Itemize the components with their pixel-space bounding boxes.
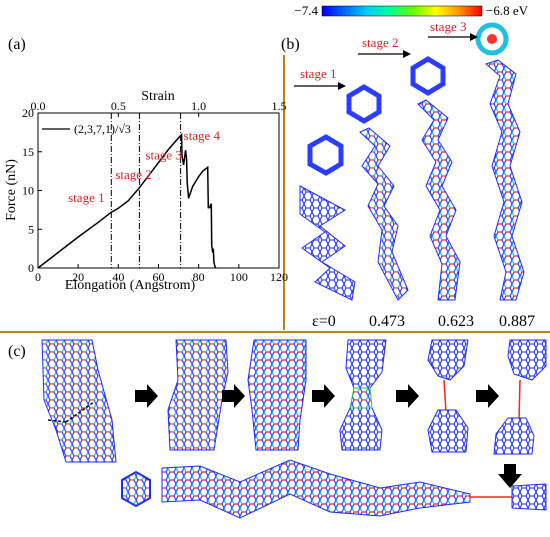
x-tick-label-0: 0 xyxy=(35,270,41,284)
y-tick-label-0: 0 xyxy=(28,261,34,275)
stage-3-arrowhead xyxy=(470,33,478,41)
nanotube-0 xyxy=(299,185,356,301)
colorbar-max-label: −6.8 eV xyxy=(486,3,529,18)
series-line-0 xyxy=(37,132,217,269)
series-group xyxy=(37,132,217,269)
y-tick-label-1: 5 xyxy=(28,222,34,236)
top-tick-label-1: 0.5 xyxy=(111,99,126,113)
top-tick-label-2: 1.0 xyxy=(191,99,206,113)
vector-arrow-2 xyxy=(65,401,95,423)
energy-colorbar: −7.4 −6.8 eV xyxy=(294,3,528,18)
vector-arrow-1 xyxy=(47,419,67,423)
x-tick-label-5: 100 xyxy=(230,270,248,284)
y-tick-label-2: 10 xyxy=(22,184,34,198)
x-tick-label-1: 20 xyxy=(72,270,84,284)
fracture-sequence xyxy=(41,339,547,519)
colorbar-min-label: −7.4 xyxy=(294,3,318,18)
stage-divider-lines xyxy=(110,113,182,268)
cross-section-0 xyxy=(307,134,344,176)
nanotube-2 xyxy=(417,99,461,301)
snapshot-c5-top xyxy=(427,339,469,381)
snapshot-c6-top xyxy=(507,339,547,381)
y-axis: 0 5 10 15 20 xyxy=(22,106,42,275)
snapshot-c4-top xyxy=(345,339,387,389)
step-arrow-3 xyxy=(312,384,335,408)
cross-section-2 xyxy=(410,56,446,96)
strain-label-2: 0.623 xyxy=(438,313,474,330)
snapshot-c6-chain xyxy=(518,379,521,421)
panel-b-label: (b) xyxy=(281,36,300,53)
x-axis: 0 20 40 60 80 100 120 xyxy=(35,264,288,284)
step-arrow-1 xyxy=(135,384,158,408)
stage-3-label: stage 3 xyxy=(430,19,466,34)
stage-1-label: stage 1 xyxy=(300,66,336,81)
snapshot-c3 xyxy=(247,339,307,451)
stage-2-arrowhead xyxy=(403,50,411,58)
bottom-long-tube xyxy=(161,459,471,519)
step-arrow-5 xyxy=(476,384,499,408)
y-tick-label-4: 20 xyxy=(22,106,34,120)
y-axis-title: Force (nN) xyxy=(4,159,19,221)
nanotube-3 xyxy=(485,59,525,301)
annotation-0: stage 1 xyxy=(68,190,104,205)
annotation-1: stage 2 xyxy=(115,167,151,182)
strain-label-0: ε=0 xyxy=(312,313,336,330)
strain-label-3: 0.887 xyxy=(499,313,535,330)
panel-c-label: (c) xyxy=(8,343,26,360)
stage-2-label: stage 2 xyxy=(362,35,398,50)
structure-snapshots: stage 1 stage 2 stage 3 ε=0 0.473 0.623 … xyxy=(294,19,535,330)
snapshot-c6-bottom xyxy=(493,417,535,455)
step-arrow-4 xyxy=(396,384,419,408)
top-tick-label-3: 1.5 xyxy=(272,99,287,113)
bottom-cross-section xyxy=(121,470,151,508)
cross-section-3 xyxy=(475,22,509,56)
down-arrow xyxy=(498,464,522,488)
snapshot-c5-chain xyxy=(443,379,447,413)
snapshot-c4-neck xyxy=(349,387,373,409)
top-axis-title: Strain xyxy=(141,89,174,104)
strain-label-1: 0.473 xyxy=(369,313,405,330)
bottom-tube-end xyxy=(511,483,547,511)
y-tick-label-3: 15 xyxy=(22,145,34,159)
annotation-2: stage 3 xyxy=(145,148,181,163)
top-strain-axis: 0.0 0.5 1.0 1.5 xyxy=(31,99,287,117)
x-tick-label-4: 80 xyxy=(193,270,205,284)
legend-label: (2,3,7,1)/√3 xyxy=(74,122,131,136)
top-tick-label-0: 0.0 xyxy=(31,99,46,113)
cross-section-1 xyxy=(346,84,382,124)
x-axis-title: Elongation (Angstrom) xyxy=(65,278,196,293)
snapshot-c5-bottom xyxy=(427,409,469,453)
cross-section-3-core xyxy=(487,34,497,44)
force-elongation-chart: 0 20 40 60 80 100 120 0 5 10 15 20 0.0 0.5 1.0 1.5 st… xyxy=(4,89,288,293)
snapshot-c2 xyxy=(167,339,229,451)
snapshot-c1 xyxy=(41,339,117,463)
panel-a-label: (a) xyxy=(8,36,26,53)
x-tick-label-6: 120 xyxy=(270,270,288,284)
nanotube-1 xyxy=(359,127,409,301)
stage-1-arrowhead xyxy=(338,82,346,90)
snapshot-c4-bottom xyxy=(339,407,383,451)
colorbar-gradient xyxy=(321,5,483,17)
annotation-3: stage 4 xyxy=(184,128,221,143)
x-tick-label-2: 40 xyxy=(112,270,124,284)
x-tick-label-3: 60 xyxy=(153,270,165,284)
step-arrow-2 xyxy=(222,384,245,408)
